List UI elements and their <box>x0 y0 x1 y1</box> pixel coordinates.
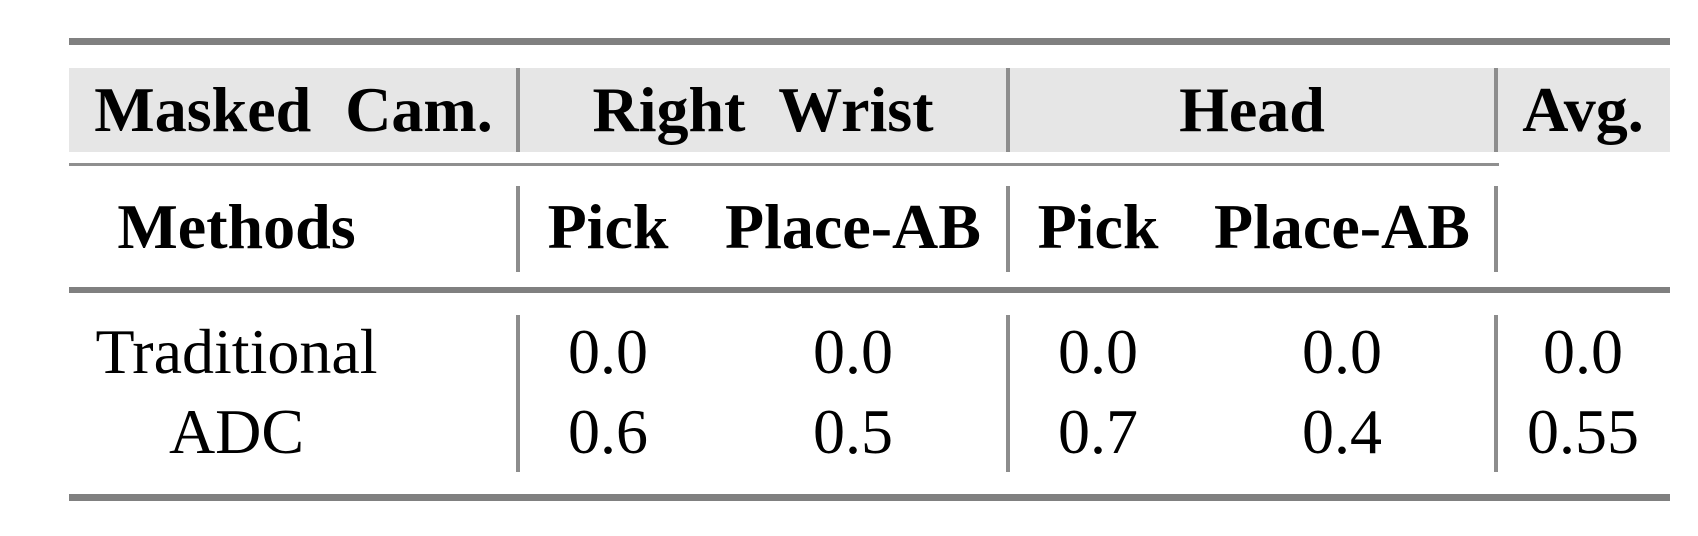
table-top-rule <box>69 38 1670 45</box>
header-head: Head <box>1179 74 1325 145</box>
subheader-pick-right-wrist: Pick <box>547 190 669 262</box>
column-separator <box>516 68 520 152</box>
header-avg: Avg. <box>1522 74 1644 145</box>
subheader-place-ab-right-wrist: Place-AB <box>725 190 981 262</box>
cell-adc-head-pick: 0.7 <box>1058 396 1138 467</box>
column-separator <box>516 315 520 472</box>
column-separator <box>516 186 520 272</box>
cell-traditional-avg: 0.0 <box>1543 316 1623 387</box>
header-masked-cam: Masked Cam. <box>94 74 493 145</box>
subheader-pick-head: Pick <box>1037 190 1159 262</box>
row-label-traditional: Traditional <box>95 316 378 387</box>
cell-adc-rw-place-ab: 0.5 <box>813 396 893 467</box>
cell-traditional-rw-place-ab: 0.0 <box>813 316 893 387</box>
column-separator <box>1006 315 1010 472</box>
table-bottom-rule <box>69 494 1670 501</box>
cell-traditional-head-place-ab: 0.0 <box>1302 316 1382 387</box>
header-band <box>69 68 1670 152</box>
column-separator <box>1494 315 1498 472</box>
header-mid-rule <box>69 163 1499 166</box>
header-methods: Methods <box>117 190 356 262</box>
cell-adc-rw-pick: 0.6 <box>568 396 648 467</box>
table-mid-rule <box>69 287 1670 293</box>
cell-traditional-head-pick: 0.0 <box>1058 316 1138 387</box>
row-label-adc: ADC <box>168 396 305 467</box>
column-separator <box>1006 186 1010 272</box>
cell-adc-head-place-ab: 0.4 <box>1302 396 1382 467</box>
column-separator <box>1494 68 1498 152</box>
subheader-place-ab-head: Place-AB <box>1214 190 1470 262</box>
column-separator <box>1494 186 1498 272</box>
cell-adc-avg: 0.55 <box>1527 396 1639 467</box>
header-right-wrist: Right Wrist <box>592 74 934 145</box>
column-separator <box>1006 68 1010 152</box>
cell-traditional-rw-pick: 0.0 <box>568 316 648 387</box>
